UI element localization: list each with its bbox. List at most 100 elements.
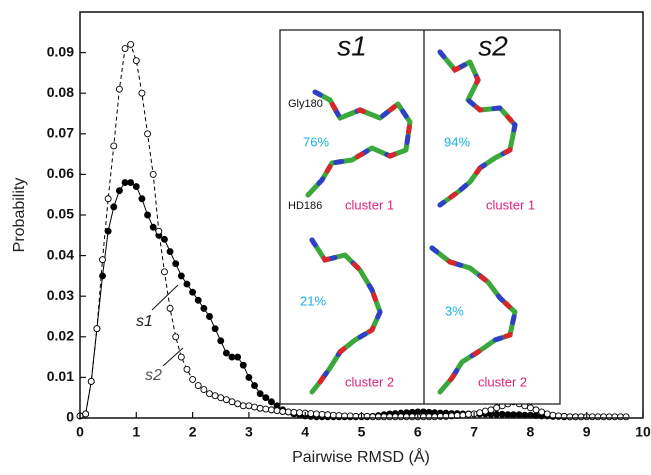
data-point (110, 203, 118, 211)
percent-label: 76% (303, 134, 329, 149)
data-point (318, 410, 326, 418)
data-point (245, 373, 253, 381)
data-point (290, 408, 298, 416)
y-tick-label: 0.08 (47, 84, 74, 100)
data-point (594, 413, 602, 421)
data-point (234, 353, 242, 361)
data-point (110, 142, 118, 150)
cluster-label: cluster 2 (345, 374, 394, 389)
percent-label: 21% (300, 293, 326, 308)
inset-header: s2 (478, 30, 508, 61)
y-tick-label: 0.04 (47, 246, 74, 262)
data-point (425, 413, 433, 421)
annotation-leader (151, 284, 179, 311)
data-point (82, 410, 90, 418)
data-point (251, 403, 258, 411)
residue-label: HD186 (288, 200, 322, 212)
y-tick-label: 0.05 (47, 206, 74, 222)
molecule (309, 237, 383, 395)
data-point (307, 410, 315, 417)
cluster-label: cluster 1 (486, 197, 535, 212)
data-point (476, 409, 484, 417)
data-point (380, 413, 388, 421)
data-point (324, 411, 332, 419)
data-point (172, 260, 180, 268)
y-tick-label: 0.07 (47, 125, 74, 141)
data-point (493, 410, 501, 418)
y-tick-label: 0.06 (47, 165, 74, 181)
data-point (99, 272, 106, 280)
data-point (487, 406, 495, 414)
data-point (160, 235, 168, 243)
data-point (99, 256, 106, 264)
percent-label: 3% (445, 303, 464, 318)
x-tick-label: 1 (132, 424, 140, 440)
inset-frame (279, 29, 561, 405)
y-tick-label: 0.03 (47, 287, 74, 303)
y-tick-label: 0.01 (47, 368, 74, 384)
data-point (267, 406, 275, 414)
data-point (166, 304, 174, 312)
y-axis-label: Probability (11, 178, 28, 253)
x-tick-label: 10 (635, 424, 651, 440)
data-point (211, 392, 219, 400)
data-point (267, 398, 275, 406)
data-point (256, 404, 264, 412)
data-point (419, 413, 427, 421)
residue-label: Gly180 (288, 98, 323, 110)
data-point (245, 402, 253, 410)
x-tick-label: 0 (76, 424, 84, 440)
data-point (408, 413, 416, 421)
data-point (256, 390, 264, 398)
data-point (177, 353, 185, 361)
data-point (155, 227, 163, 235)
data-point (532, 406, 540, 414)
data-point (622, 413, 630, 421)
data-point (510, 411, 517, 419)
data-point (93, 325, 101, 333)
data-point (121, 179, 129, 186)
data-point (200, 386, 208, 394)
data-point (127, 179, 135, 186)
data-point (200, 304, 208, 312)
data-point (273, 407, 281, 415)
y-tick-label: 0.02 (47, 328, 74, 344)
data-point (566, 413, 574, 421)
data-point (515, 411, 523, 419)
data-point (189, 288, 197, 296)
data-point (538, 408, 546, 416)
inset-header: s1 (337, 30, 367, 61)
data-point (239, 361, 247, 369)
data-point (228, 398, 236, 406)
data-point (284, 408, 292, 416)
percent-label: 94% (444, 134, 470, 149)
data-point (481, 407, 489, 415)
data-point (127, 41, 135, 48)
cluster-label: cluster 2 (478, 374, 527, 389)
data-point (403, 413, 410, 421)
data-point (206, 390, 213, 398)
data-point (234, 400, 242, 408)
data-point (386, 413, 394, 421)
data-point (262, 394, 270, 402)
data-point (397, 413, 405, 421)
x-axis-label: Pairwise RMSD (Å) (292, 447, 430, 466)
x-tick-label: 6 (414, 424, 422, 440)
data-point (104, 195, 112, 203)
data-point (239, 402, 247, 410)
data-point (222, 396, 230, 404)
molecule (429, 245, 518, 395)
data-point (177, 272, 185, 280)
data-point (391, 413, 399, 421)
data-point (183, 280, 191, 288)
data-point (588, 413, 596, 421)
data-point (251, 382, 258, 389)
data-point (115, 187, 123, 195)
series-annotation: s2 (145, 367, 162, 384)
data-point (194, 296, 202, 304)
data-point (144, 211, 152, 219)
data-point (121, 45, 129, 52)
molecule (437, 49, 518, 208)
data-point (504, 411, 512, 419)
cluster-label: cluster 1 (345, 197, 394, 212)
